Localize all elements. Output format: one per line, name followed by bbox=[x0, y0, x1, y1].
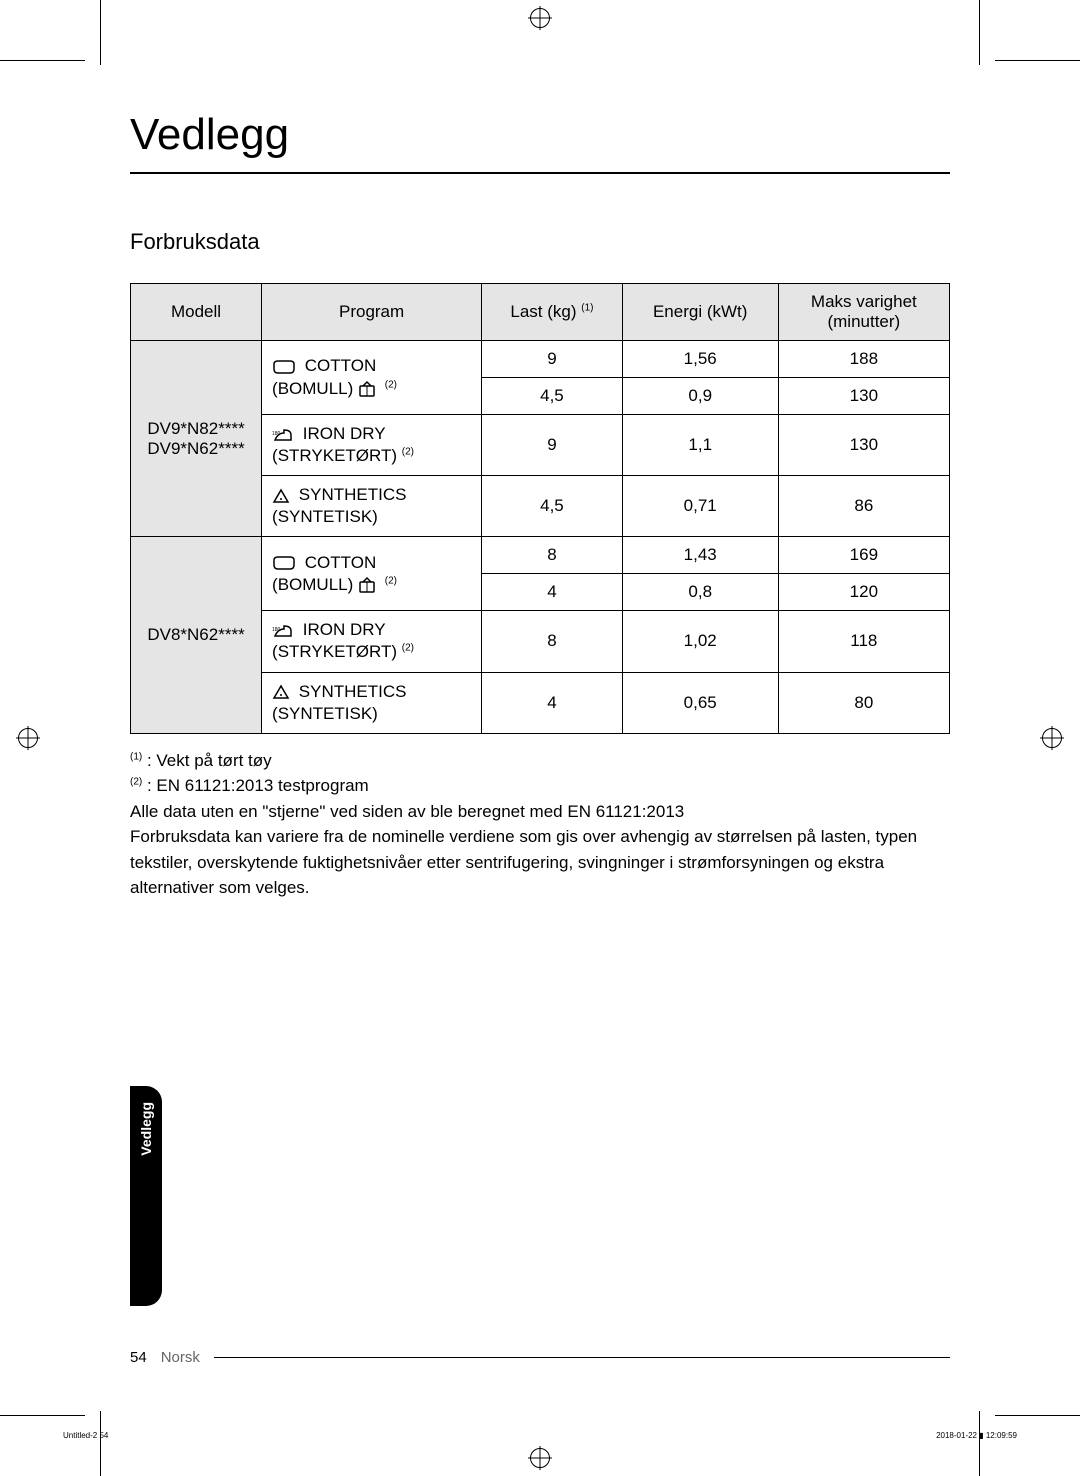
program-label-l1: IRON DRY bbox=[303, 620, 386, 639]
footnote-p2: Forbruksdata kan variere fra de nominell… bbox=[130, 824, 950, 901]
synth-icon bbox=[272, 684, 290, 700]
page-title: Vedlegg bbox=[130, 110, 950, 174]
cell-energy: 0,65 bbox=[622, 672, 778, 733]
program-cell: COTTON(BOMULL) (2) bbox=[262, 341, 482, 415]
model-cell: DV8*N62**** bbox=[131, 537, 262, 733]
page-number: 54 bbox=[130, 1349, 147, 1366]
program-cell: SYNTHETICS (SYNTETISK) bbox=[262, 476, 482, 537]
model-cell: DV9*N82****DV9*N62**** bbox=[131, 341, 262, 537]
cupboard-icon bbox=[358, 380, 376, 398]
cell-energy: 0,8 bbox=[622, 574, 778, 611]
print-footer-left: Untitled-2 54 bbox=[63, 1431, 108, 1440]
th-load-sup: (1) bbox=[581, 302, 593, 313]
th-duration-l1: Maks varighet bbox=[811, 292, 917, 311]
cell-load: 8 bbox=[482, 611, 623, 672]
crop-mark bbox=[0, 1415, 85, 1416]
program-label-l2: (STRYKETØRT) bbox=[272, 446, 397, 465]
cell-duration: 169 bbox=[778, 537, 949, 574]
cell-duration: 80 bbox=[778, 672, 949, 733]
iron-icon: 180 bbox=[272, 427, 294, 443]
cell-energy: 0,9 bbox=[622, 378, 778, 415]
th-energy: Energi (kWt) bbox=[622, 284, 778, 341]
table-row: DV9*N82****DV9*N62**** COTTON(BOMULL) (2… bbox=[131, 341, 950, 378]
register-mark-icon bbox=[530, 1448, 550, 1468]
footnote-2: (2) : EN 61121:2013 testprogram bbox=[130, 773, 950, 799]
th-program: Program bbox=[262, 284, 482, 341]
register-mark-icon bbox=[530, 8, 550, 28]
program-label-l1: COTTON bbox=[305, 356, 376, 375]
crop-mark bbox=[979, 0, 980, 65]
cell-duration: 188 bbox=[778, 341, 949, 378]
cell-energy: 0,71 bbox=[622, 476, 778, 537]
footnote-1: (1) : Vekt på tørt tøy bbox=[130, 748, 950, 774]
svg-text:180: 180 bbox=[272, 431, 281, 437]
cell-energy: 1,56 bbox=[622, 341, 778, 378]
cell-duration: 130 bbox=[778, 378, 949, 415]
footnotes: (1) : Vekt på tørt tøy (2) : EN 61121:20… bbox=[130, 748, 950, 901]
cell-duration: 130 bbox=[778, 415, 949, 476]
th-load: Last (kg) (1) bbox=[482, 284, 623, 341]
crop-mark bbox=[100, 1411, 101, 1476]
cell-duration: 118 bbox=[778, 611, 949, 672]
cell-load: 8 bbox=[482, 537, 623, 574]
crop-mark bbox=[0, 60, 85, 61]
crop-mark bbox=[995, 60, 1080, 61]
side-tab: Vedlegg bbox=[130, 1086, 162, 1306]
table-row: DV8*N62**** COTTON(BOMULL) (2)81,43169 bbox=[131, 537, 950, 574]
cell-load: 9 bbox=[482, 341, 623, 378]
page-language: Norsk bbox=[161, 1349, 200, 1366]
program-label-l2: (BOMULL) bbox=[272, 379, 353, 398]
program-label-l1: SYNTHETICS bbox=[299, 485, 407, 504]
cupboard-icon bbox=[358, 576, 376, 594]
cell-load: 4,5 bbox=[482, 476, 623, 537]
crop-mark bbox=[100, 0, 101, 65]
register-mark-icon bbox=[1042, 728, 1062, 748]
program-label-l1: IRON DRY bbox=[303, 424, 386, 443]
side-tab-label: Vedlegg bbox=[138, 1102, 154, 1156]
crop-mark bbox=[979, 1411, 980, 1476]
program-label-l2: (SYNTETISK) bbox=[272, 507, 378, 526]
cell-energy: 1,02 bbox=[622, 611, 778, 672]
cell-duration: 86 bbox=[778, 476, 949, 537]
th-model: Modell bbox=[131, 284, 262, 341]
footer-rule bbox=[214, 1357, 950, 1358]
footnote-p1: Alle data uten en "stjerne" ved siden av… bbox=[130, 799, 950, 825]
program-label-l1: SYNTHETICS bbox=[299, 682, 407, 701]
cell-load: 4 bbox=[482, 574, 623, 611]
table-header-row: Modell Program Last (kg) (1) Energi (kWt… bbox=[131, 284, 950, 341]
cell-load: 4 bbox=[482, 672, 623, 733]
cell-energy: 1,43 bbox=[622, 537, 778, 574]
iron-icon: 180 bbox=[272, 623, 294, 639]
th-duration: Maks varighet (minutter) bbox=[778, 284, 949, 341]
cell-duration: 120 bbox=[778, 574, 949, 611]
cell-load: 9 bbox=[482, 415, 623, 476]
print-footer-right: 2018-01-22 ▮ 12:09:59 bbox=[936, 1431, 1017, 1440]
cell-energy: 1,1 bbox=[622, 415, 778, 476]
program-label-l2: (SYNTETISK) bbox=[272, 704, 378, 723]
program-cell: 180 IRON DRY(STRYKETØRT) (2) bbox=[262, 415, 482, 476]
cotton-icon bbox=[272, 360, 296, 374]
program-cell: 180 IRON DRY(STRYKETØRT) (2) bbox=[262, 611, 482, 672]
svg-text:180: 180 bbox=[272, 627, 281, 633]
cotton-icon bbox=[272, 556, 296, 570]
program-label-l1: COTTON bbox=[305, 553, 376, 572]
th-load-label: Last (kg) bbox=[510, 302, 576, 321]
section-subtitle: Forbruksdata bbox=[130, 229, 950, 255]
program-label-l2: (BOMULL) bbox=[272, 575, 353, 594]
consumption-table: Modell Program Last (kg) (1) Energi (kWt… bbox=[130, 283, 950, 734]
program-label-l2: (STRYKETØRT) bbox=[272, 642, 397, 661]
th-duration-l2: (minutter) bbox=[827, 312, 900, 331]
synth-icon bbox=[272, 488, 290, 504]
program-cell: COTTON(BOMULL) (2) bbox=[262, 537, 482, 611]
cell-load: 4,5 bbox=[482, 378, 623, 415]
print-footer: Untitled-2 54 2018-01-22 ▮ 12:09:59 bbox=[63, 1431, 1017, 1440]
register-mark-icon bbox=[18, 728, 38, 748]
program-cell: SYNTHETICS (SYNTETISK) bbox=[262, 672, 482, 733]
page-content: Vedlegg Forbruksdata Modell Program Last… bbox=[130, 110, 950, 1366]
crop-mark bbox=[995, 1415, 1080, 1416]
page-footer: 54 Norsk bbox=[130, 1349, 950, 1366]
